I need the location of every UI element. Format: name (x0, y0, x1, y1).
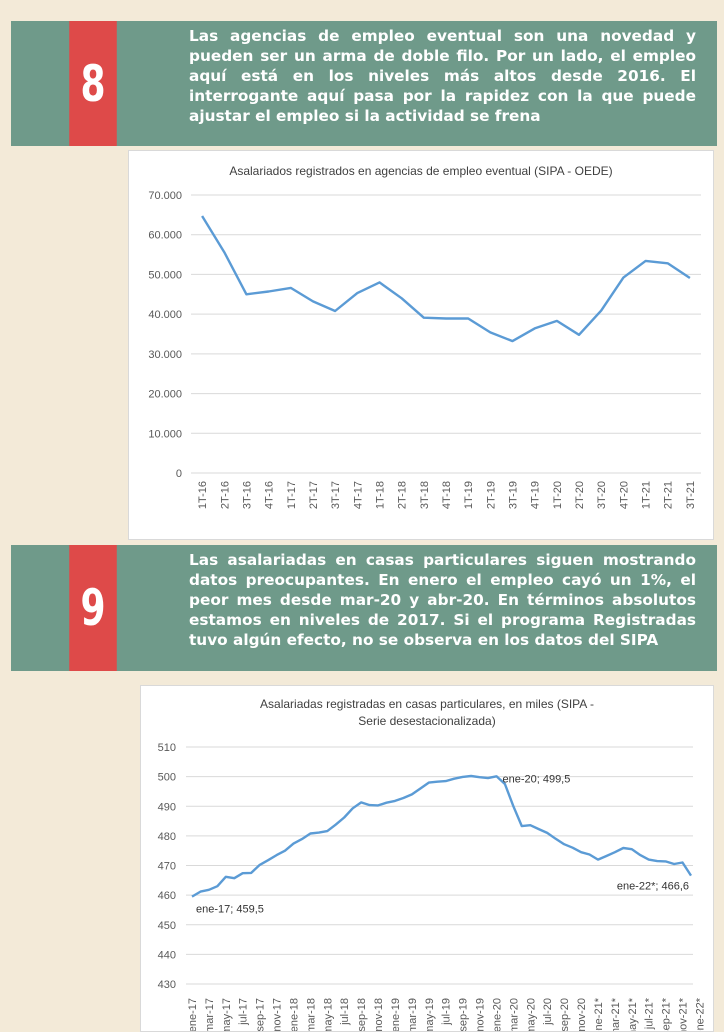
x-tick-label: sep-17 (255, 998, 267, 1031)
x-tick-label: 1T-18 (374, 481, 386, 509)
x-tick-label: 1T-17 (286, 481, 298, 509)
x-tick-label: 4T-16 (264, 481, 276, 509)
x-tick-label: may-19 (424, 998, 436, 1031)
y-tick-label: 10.000 (148, 428, 182, 440)
y-tick-label: 60.000 (148, 230, 182, 242)
x-tick-label: jul-19 (441, 998, 453, 1026)
x-tick-label: ene-19 (390, 998, 402, 1031)
x-tick-label: may-18 (322, 998, 334, 1031)
x-tick-label: jul-18 (339, 998, 351, 1026)
y-tick-label: 40.000 (148, 309, 182, 321)
x-tick-label: 2T-16 (219, 481, 231, 509)
x-tick-label: 3T-16 (241, 481, 253, 509)
x-tick-label: 2T-18 (397, 481, 409, 509)
x-tick-label: 2T-19 (485, 481, 497, 509)
y-tick-label: 0 (176, 468, 182, 480)
section-number: 9 (69, 545, 117, 671)
section-9-banner: 9 Las asalariadas en casas particulares … (11, 545, 717, 671)
data-label: ene-22*; 466,6 (617, 881, 689, 893)
x-tick-label: 2T-21 (663, 481, 675, 509)
x-tick-label: ene-18 (288, 998, 300, 1031)
data-label: ene-20; 499,5 (502, 773, 570, 785)
section-text: Las asalariadas en casas particulares si… (189, 551, 696, 649)
y-tick-label: 430 (158, 979, 176, 991)
x-tick-label: 1T-16 (197, 481, 209, 509)
x-tick-label: mar-20 (508, 998, 520, 1031)
chart-title: Asalariados registrados en agencias de e… (229, 164, 612, 178)
section-number: 8 (69, 21, 117, 146)
y-tick-label: 500 (158, 772, 176, 784)
x-tick-label: mar-17 (204, 998, 216, 1031)
y-tick-label: 30.000 (148, 349, 182, 361)
series-line (201, 215, 691, 343)
x-tick-label: mar-18 (305, 998, 317, 1031)
y-tick-label: 490 (158, 801, 176, 813)
x-tick-label: ene-21* (593, 997, 605, 1031)
x-tick-label: 2T-17 (308, 481, 320, 509)
y-tick-label: 470 (158, 861, 176, 873)
x-tick-label: ene-20 (491, 998, 503, 1031)
chart-card-casas-particulares: Asalariadas registradas en casas particu… (140, 685, 714, 1032)
x-tick-label: 2T-20 (574, 481, 586, 509)
x-tick-label: 4T-20 (618, 481, 630, 509)
x-tick-label: mar-19 (407, 998, 419, 1031)
x-tick-label: 4T-19 (530, 481, 542, 509)
x-tick-label: 4T-17 (352, 481, 364, 509)
chart-agencias-empleo-eventual: Asalariados registrados en agencias de e… (148, 164, 701, 509)
x-tick-label: sep-21* (661, 997, 673, 1031)
x-tick-label: 1T-21 (641, 481, 653, 509)
x-tick-label: 4T-18 (441, 481, 453, 509)
x-tick-label: 3T-18 (419, 481, 431, 509)
y-tick-label: 450 (158, 920, 176, 932)
x-tick-label: 3T-20 (596, 481, 608, 509)
x-tick-label: may-21* (627, 997, 639, 1031)
x-tick-label: sep-20 (559, 998, 571, 1031)
x-tick-label: mar-21* (610, 997, 622, 1031)
x-tick-label: 1T-19 (463, 481, 475, 509)
x-tick-label: jul-21* (644, 997, 656, 1030)
x-tick-label: nov-21* (678, 997, 690, 1031)
section-8-banner: 8 Las agencias de empleo eventual son un… (11, 21, 717, 146)
y-tick-label: 70.000 (148, 190, 182, 202)
x-tick-label: 3T-21 (685, 481, 697, 509)
x-tick-label: jul-17 (238, 998, 250, 1026)
y-tick-label: 20.000 (148, 389, 182, 401)
data-label: ene-17; 459,5 (196, 904, 264, 916)
x-tick-label: sep-19 (458, 998, 470, 1031)
y-tick-label: 480 (158, 831, 176, 843)
x-tick-label: may-17 (221, 998, 233, 1031)
x-tick-label: ene-17 (187, 998, 199, 1031)
x-tick-label: nov-20 (576, 998, 588, 1031)
chart-title-line1: Asalariadas registradas en casas particu… (260, 697, 594, 711)
x-tick-label: nov-18 (373, 998, 385, 1031)
series-line (191, 774, 693, 898)
x-tick-label: nov-19 (475, 998, 487, 1031)
y-tick-label: 440 (158, 949, 176, 961)
chart-title-line2: Serie desestacionalizada) (358, 714, 495, 728)
x-tick-label: 1T-20 (552, 481, 564, 509)
chart-casas-particulares: Asalariadas registradas en casas particu… (158, 697, 707, 1031)
y-tick-label: 460 (158, 890, 176, 902)
y-tick-label: 510 (158, 742, 176, 754)
x-tick-label: jul-20 (542, 998, 554, 1026)
y-tick-label: 50.000 (148, 269, 182, 281)
chart-card-agencias: Asalariados registrados en agencias de e… (128, 150, 714, 540)
x-tick-label: may-20 (525, 998, 537, 1031)
x-tick-label: nov-17 (272, 998, 284, 1031)
x-tick-label: 3T-19 (508, 481, 520, 509)
section-text: Las agencias de empleo eventual son una … (189, 27, 696, 125)
x-tick-label: ene-22* (694, 997, 706, 1031)
x-tick-label: 3T-17 (330, 481, 342, 509)
x-tick-label: sep-18 (356, 998, 368, 1031)
